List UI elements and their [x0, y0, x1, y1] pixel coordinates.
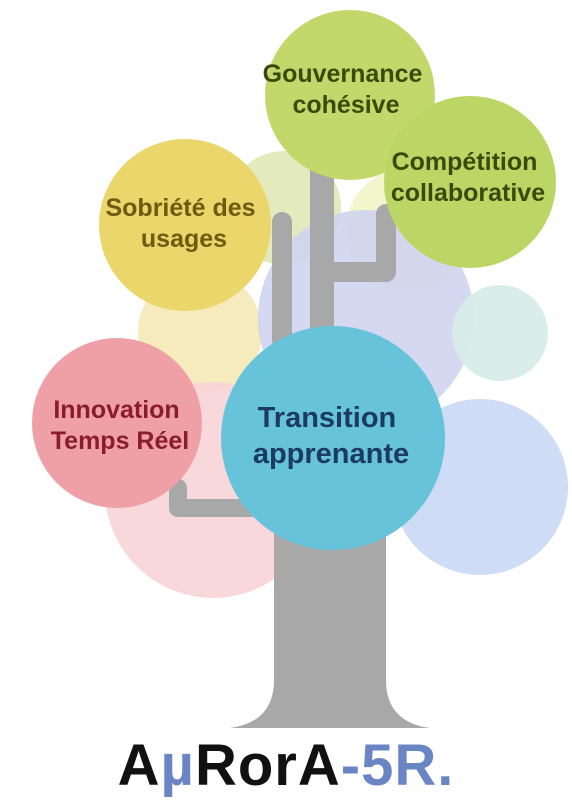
branch-sobriete: Sobriété des usages	[99, 139, 271, 311]
label-transition: Transition apprenante	[253, 402, 409, 470]
bubble-sobriete	[99, 139, 271, 311]
brand-rora: RorA	[194, 733, 341, 798]
branch-right	[312, 204, 396, 282]
bg-bubble	[452, 285, 548, 381]
brand-logo: AµRorA-5R.	[0, 726, 572, 806]
branch-competition: Compétition collaborative	[384, 96, 556, 268]
brand-letter-a: A	[117, 733, 161, 798]
branch-innovation: Innovation Temps Réel	[32, 338, 202, 508]
trunk	[230, 520, 430, 728]
label-gouvernance: Gouvernance cohésive	[263, 60, 430, 119]
bubble-innovation	[32, 338, 202, 508]
branch-transition: Transition apprenante	[221, 326, 445, 550]
bubble-transition	[221, 326, 445, 550]
brand-mu: µ	[160, 733, 195, 798]
branch-gouvernance: Gouvernance cohésive	[263, 10, 435, 180]
label-competition: Compétition collaborative	[391, 148, 545, 207]
brand-suffix: -5R.	[340, 733, 455, 798]
bubble-competition	[384, 96, 556, 268]
label-innovation: Innovation Temps Réel	[51, 396, 189, 455]
label-sobriete: Sobriété des usages	[105, 194, 262, 253]
bubble-gouvernance	[265, 10, 435, 180]
